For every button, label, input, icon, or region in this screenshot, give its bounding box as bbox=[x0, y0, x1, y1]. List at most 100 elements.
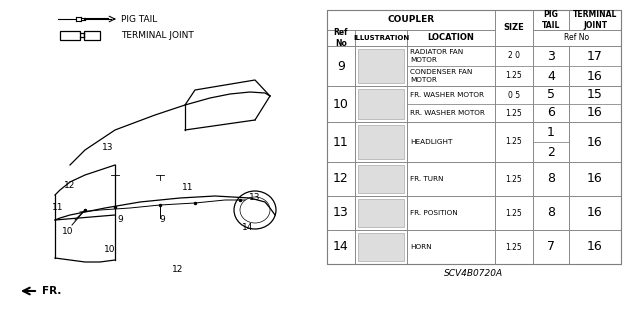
Text: 5: 5 bbox=[547, 88, 555, 101]
Text: 11: 11 bbox=[182, 183, 194, 192]
Text: FR. TURN: FR. TURN bbox=[410, 176, 444, 182]
Text: 16: 16 bbox=[587, 136, 603, 149]
Bar bbox=[495, 86, 533, 122]
Text: 12: 12 bbox=[333, 173, 349, 186]
Text: 13: 13 bbox=[333, 206, 349, 219]
Text: 0 5: 0 5 bbox=[508, 91, 520, 100]
Bar bbox=[327, 86, 355, 122]
Bar bbox=[84, 31, 100, 40]
Text: 16: 16 bbox=[587, 173, 603, 186]
Text: 7: 7 bbox=[547, 241, 555, 254]
Text: 12: 12 bbox=[172, 265, 184, 275]
Bar bbox=[533, 162, 569, 196]
Bar bbox=[355, 122, 407, 162]
Text: PIG TAIL: PIG TAIL bbox=[121, 14, 157, 24]
Bar bbox=[533, 230, 569, 264]
Text: 13: 13 bbox=[102, 143, 114, 152]
Bar bbox=[407, 86, 495, 122]
Text: FR.: FR. bbox=[42, 286, 61, 296]
Text: RR. WASHER MOTOR: RR. WASHER MOTOR bbox=[410, 110, 485, 116]
Text: 16: 16 bbox=[587, 241, 603, 254]
Text: 8: 8 bbox=[547, 206, 555, 219]
Bar bbox=[407, 162, 495, 196]
Text: 9: 9 bbox=[159, 216, 165, 225]
Bar bbox=[569, 230, 621, 264]
Text: 1.25: 1.25 bbox=[506, 71, 522, 80]
Text: 10: 10 bbox=[333, 98, 349, 110]
Text: 1.25: 1.25 bbox=[506, 242, 522, 251]
Bar bbox=[569, 10, 621, 30]
Text: 1.25: 1.25 bbox=[506, 108, 522, 117]
Text: PIG
TAIL: PIG TAIL bbox=[542, 10, 560, 30]
Text: 11: 11 bbox=[333, 136, 349, 149]
Bar bbox=[60, 31, 80, 40]
Bar bbox=[533, 10, 569, 30]
Bar bbox=[327, 30, 355, 46]
Text: 2 0: 2 0 bbox=[508, 51, 520, 61]
Bar bbox=[407, 46, 495, 86]
Bar bbox=[495, 162, 533, 196]
Text: 17: 17 bbox=[587, 49, 603, 63]
Text: 8: 8 bbox=[547, 173, 555, 186]
Text: 14: 14 bbox=[333, 241, 349, 254]
Text: 10: 10 bbox=[62, 227, 74, 236]
Text: 4: 4 bbox=[547, 70, 555, 83]
Bar bbox=[407, 122, 495, 162]
Bar bbox=[569, 122, 621, 162]
Text: 1.25: 1.25 bbox=[506, 174, 522, 183]
Bar bbox=[355, 30, 407, 46]
Text: FR. WASHER MOTOR: FR. WASHER MOTOR bbox=[410, 92, 484, 98]
Bar bbox=[407, 230, 495, 264]
Bar bbox=[495, 196, 533, 230]
Bar bbox=[358, 165, 404, 193]
Text: RADIATOR FAN
MOTOR: RADIATOR FAN MOTOR bbox=[410, 49, 463, 63]
Text: TERMINAL JOINT: TERMINAL JOINT bbox=[121, 31, 194, 40]
Bar bbox=[358, 199, 404, 227]
Text: 6: 6 bbox=[547, 107, 555, 120]
Text: COUPLER: COUPLER bbox=[387, 16, 435, 25]
Bar bbox=[327, 10, 621, 264]
Text: 1.25: 1.25 bbox=[506, 209, 522, 218]
Text: 1.25: 1.25 bbox=[506, 137, 522, 146]
Bar bbox=[407, 196, 495, 230]
Bar bbox=[533, 196, 569, 230]
Bar bbox=[495, 230, 533, 264]
Text: 13: 13 bbox=[249, 194, 260, 203]
Text: SIZE: SIZE bbox=[504, 24, 524, 33]
Text: ILLUSTRATION: ILLUSTRATION bbox=[353, 35, 409, 41]
Text: HEADLIGHT: HEADLIGHT bbox=[410, 139, 452, 145]
Bar bbox=[495, 46, 533, 86]
Text: 2: 2 bbox=[547, 145, 555, 159]
Text: 14: 14 bbox=[243, 224, 253, 233]
Bar bbox=[533, 86, 569, 122]
Text: TERMINAL
JOINT: TERMINAL JOINT bbox=[573, 10, 617, 30]
Text: 9: 9 bbox=[337, 60, 345, 72]
Bar bbox=[533, 122, 569, 162]
Bar bbox=[358, 49, 404, 83]
Bar bbox=[327, 122, 355, 162]
Bar bbox=[327, 196, 355, 230]
Bar bbox=[327, 46, 355, 86]
Bar bbox=[569, 46, 621, 86]
Text: Ref No: Ref No bbox=[564, 33, 589, 42]
Text: 16: 16 bbox=[587, 70, 603, 83]
Text: LOCATION: LOCATION bbox=[428, 33, 474, 42]
Bar bbox=[355, 230, 407, 264]
Bar bbox=[358, 233, 404, 261]
Bar bbox=[569, 196, 621, 230]
Text: 12: 12 bbox=[64, 181, 76, 189]
Bar bbox=[358, 89, 404, 119]
Text: 16: 16 bbox=[587, 206, 603, 219]
Bar bbox=[495, 10, 533, 46]
Text: 11: 11 bbox=[52, 204, 64, 212]
Bar bbox=[355, 162, 407, 196]
Bar bbox=[327, 10, 495, 30]
Text: Ref
No: Ref No bbox=[333, 28, 348, 48]
Text: 9: 9 bbox=[117, 216, 123, 225]
Text: 3: 3 bbox=[547, 49, 555, 63]
Bar bbox=[327, 162, 355, 196]
Bar bbox=[407, 30, 495, 46]
Text: CONDENSER FAN
MOTOR: CONDENSER FAN MOTOR bbox=[410, 70, 472, 83]
Bar bbox=[355, 46, 407, 86]
Text: HORN: HORN bbox=[410, 244, 431, 250]
